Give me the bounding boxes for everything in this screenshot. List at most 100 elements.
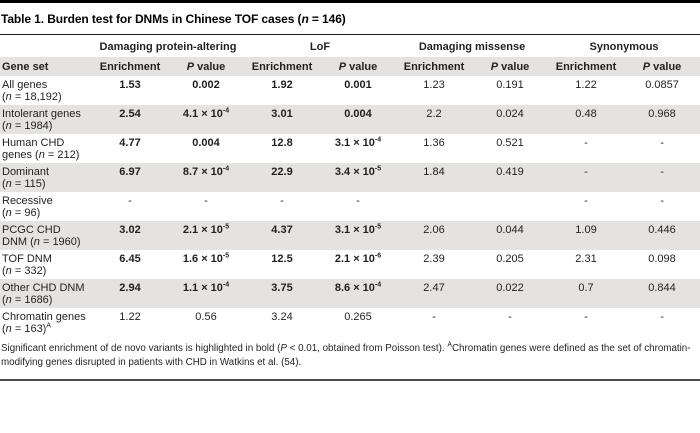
gene-set-cell: Recessive (n = 96) [2, 195, 53, 219]
value-cell: - [584, 311, 588, 323]
value-cell: 3.1 × 10-4 [334, 136, 382, 149]
value-cell: 4.77 [119, 137, 141, 149]
value-cell: - [660, 311, 664, 323]
value-cell: 0.48 [575, 108, 597, 120]
value-cell: - [128, 195, 132, 207]
table-row: Human CHD genes (n = 212) 4.77 0.004 12.8 3.… [0, 134, 700, 163]
value-cell: 3.02 [119, 224, 141, 236]
value-cell: 6.45 [119, 253, 141, 265]
value-cell: 1.22 [575, 79, 597, 91]
value-cell: - [432, 311, 436, 323]
group-header-row: Damaging protein-altering LoF Damaging m… [0, 35, 700, 57]
value-cell: 1.84 [423, 166, 445, 178]
value-cell: 0.191 [496, 79, 524, 91]
value-cell: 0.002 [192, 79, 220, 91]
value-cell: - [356, 195, 360, 207]
value-cell: 1.22 [119, 311, 141, 323]
column-header-gene-set: Gene set [0, 57, 92, 76]
value-cell: - [204, 195, 208, 207]
value-cell: 2.2 [426, 108, 442, 120]
value-cell: 2.54 [119, 108, 141, 120]
value-cell: 4.1 × 10-4 [182, 107, 230, 120]
value-cell: 12.5 [271, 253, 293, 265]
value-cell [396, 192, 472, 221]
value-cell: 3.01 [271, 108, 293, 120]
value-cell: 2.47 [423, 282, 445, 294]
value-cell: 2.39 [423, 253, 445, 265]
value-cell: - [660, 166, 664, 178]
value-cell: 12.8 [271, 137, 293, 149]
value-cell: 3.24 [271, 311, 293, 323]
value-cell: 1.92 [271, 79, 293, 91]
gene-set-cell: Dominant (n = 115) [2, 166, 50, 190]
gene-set-cell: Other CHD DNM (n = 1686) [2, 282, 85, 306]
value-cell: 2.31 [575, 253, 597, 265]
value-cell: 0.098 [648, 253, 676, 265]
value-cell: 0.022 [496, 282, 524, 294]
value-cell: 1.53 [119, 79, 141, 91]
value-cell: 0.205 [496, 253, 524, 265]
value-cell: 0.265 [344, 311, 372, 323]
value-cell: - [660, 195, 664, 207]
gene-set-cell: All genes (n = 18,192) [2, 79, 62, 103]
column-header-enrichment: Enrichment [92, 57, 168, 76]
value-cell: 6.97 [119, 166, 141, 178]
value-cell: 0.56 [195, 311, 217, 323]
table-row: Dominant (n = 115) 6.97 8.7 × 10-4 22.9 3.4 … [0, 163, 700, 192]
value-cell: - [584, 166, 588, 178]
value-cell: - [584, 195, 588, 207]
group-header-spacer [0, 35, 92, 57]
value-cell: 0.004 [344, 108, 372, 120]
group-header-damaging-missense: Damaging missense [396, 35, 549, 57]
gene-set-cell: Human CHD genes (n = 212) [2, 137, 80, 161]
gene-set-cell: PCGC CHD DNM (n = 1960) [2, 224, 81, 248]
value-cell: 22.9 [271, 166, 293, 178]
value-cell: 0.844 [648, 282, 676, 294]
value-cell: 0.521 [496, 137, 524, 149]
group-header-damaging-protein-altering: Damaging protein-altering [92, 35, 244, 57]
value-cell: - [584, 137, 588, 149]
value-cell: - [660, 137, 664, 149]
value-cell: 8.6 × 10-4 [334, 281, 382, 294]
column-header-p-value: P value [472, 57, 549, 76]
value-cell: 0.044 [496, 224, 524, 236]
value-cell [472, 192, 548, 221]
value-cell: 4.37 [271, 224, 293, 236]
column-header-p-value: P value [624, 57, 700, 76]
table-title: Table 1. Burden test for DNMs in Chinese… [0, 3, 700, 35]
table-row: Intolerant genes (n = 1984) 2.54 4.1 × 10-… [0, 105, 700, 134]
value-cell: - [280, 195, 284, 207]
value-cell: 3.1 × 10-5 [334, 223, 382, 236]
column-header-p-value: P value [168, 57, 244, 76]
value-cell: 0.446 [648, 224, 676, 236]
value-cell: 3.75 [271, 282, 293, 294]
table-body: All genes (n = 18,192) 1.53 0.002 1.92 0.001… [0, 76, 700, 337]
value-cell: 2.1 × 10-6 [334, 252, 382, 265]
value-cell: 1.36 [423, 137, 445, 149]
value-cell: 0.024 [496, 108, 524, 120]
value-cell: - [508, 311, 512, 323]
gene-set-cell: Intolerant genes (n = 1984) [2, 108, 81, 132]
table-row: Recessive (n = 96) - - - - - - [0, 192, 700, 221]
value-cell: 1.6 × 10-5 [182, 252, 230, 265]
column-header-row: Gene set Enrichment P value Enrichment P… [0, 57, 700, 76]
column-header-enrichment: Enrichment [548, 57, 625, 76]
value-cell: 0.7 [578, 282, 594, 294]
gene-set-cell: Chromatin genes (n = 163)A [2, 311, 86, 335]
value-cell: 0.004 [192, 137, 220, 149]
column-header-p-value: P value [320, 57, 397, 76]
gene-set-cell: TOF DNM (n = 332) [2, 253, 52, 277]
group-header-synonymous: Synonymous [548, 35, 700, 57]
value-cell: 3.4 × 10-5 [334, 165, 382, 178]
value-cell: 2.94 [119, 282, 141, 294]
table-row: Other CHD DNM (n = 1686) 2.94 1.1 × 10-4 3.… [0, 279, 700, 308]
table-top-rule [0, 0, 700, 3]
value-cell: 0.0857 [645, 79, 679, 91]
column-header-enrichment: Enrichment [244, 57, 320, 76]
value-cell: 0.419 [496, 166, 524, 178]
table-row: PCGC CHD DNM (n = 1960) 3.02 2.1 × 10-5 4.3… [0, 221, 700, 250]
value-cell: 1.09 [575, 224, 597, 236]
value-cell: 2.06 [423, 224, 445, 236]
table-row: TOF DNM (n = 332) 6.45 1.6 × 10-5 12.5 2.1 ×… [0, 250, 700, 279]
value-cell: 0.968 [648, 108, 676, 120]
